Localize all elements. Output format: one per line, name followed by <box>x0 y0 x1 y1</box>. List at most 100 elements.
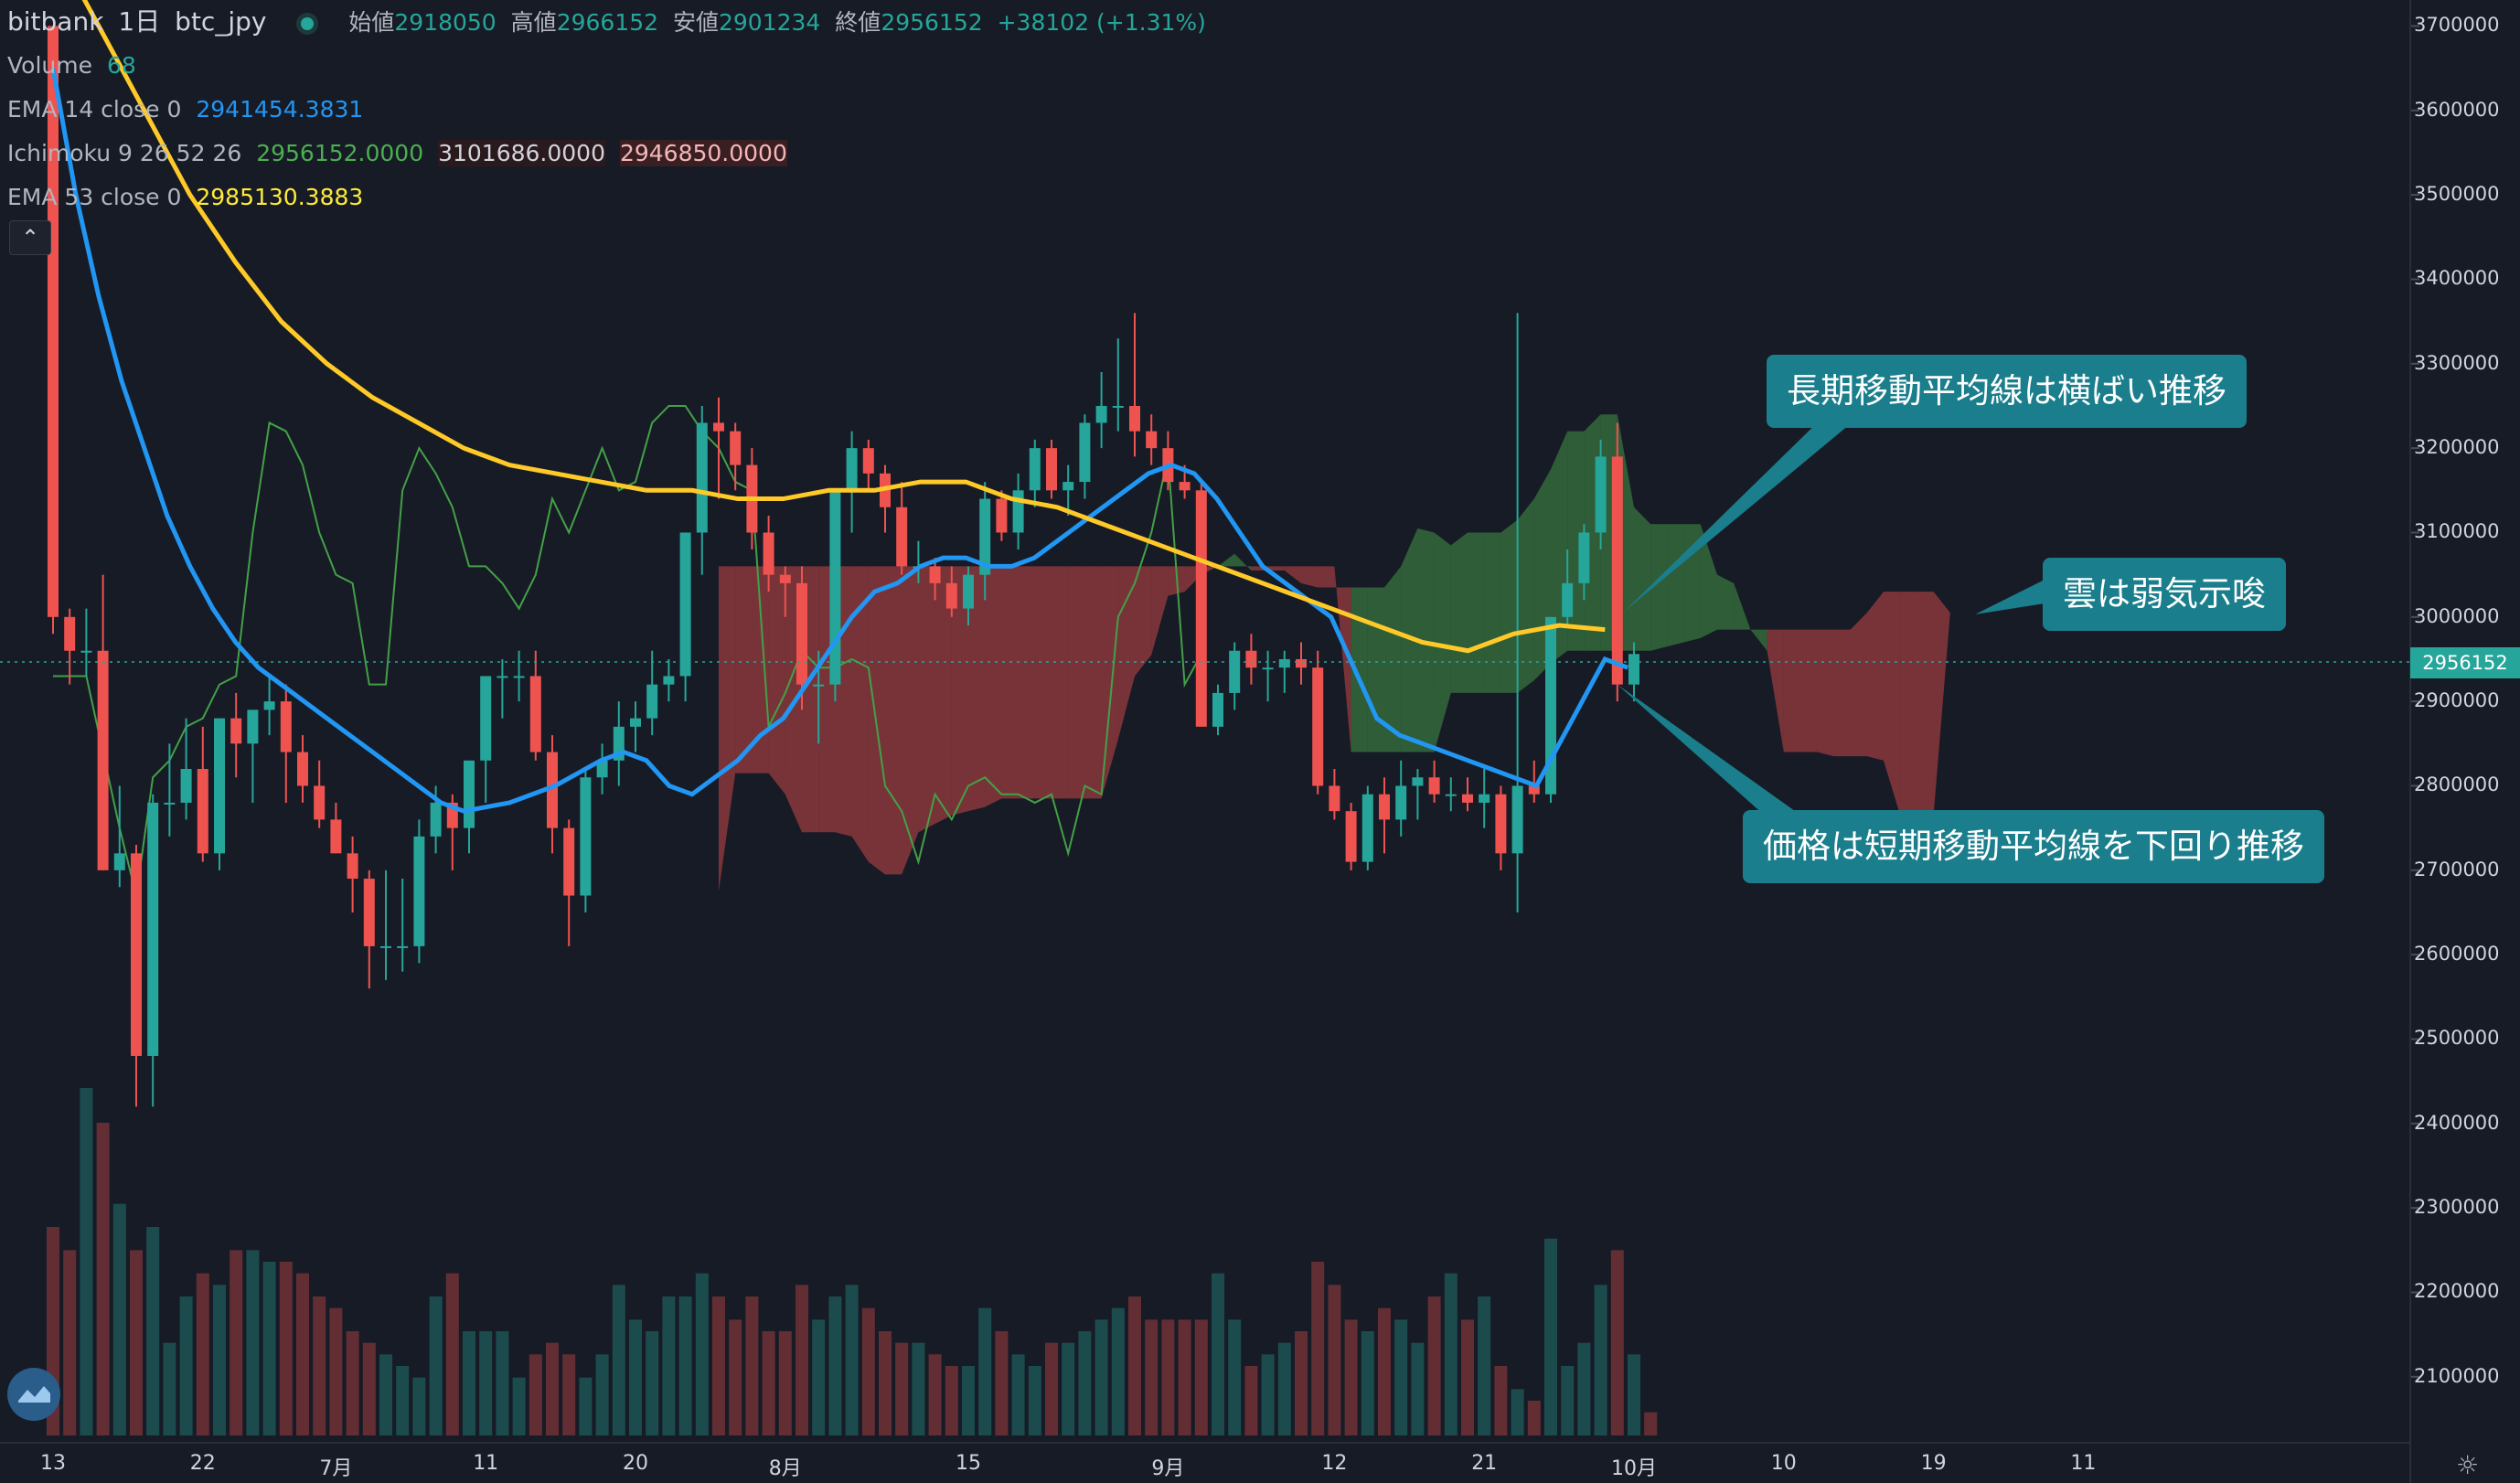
price-scale-label: 2700000 <box>2414 858 2500 880</box>
legend-volume[interactable]: Volume 68 <box>7 44 1213 88</box>
callout-cloud: 雲は弱気示唆 <box>2043 558 2286 631</box>
volume-bar <box>729 1319 742 1435</box>
volume-bar <box>778 1331 792 1435</box>
price-scale-label: 2600000 <box>2414 943 2500 966</box>
volume-bar <box>1478 1296 1491 1435</box>
ema14-line <box>50 68 1629 814</box>
candle-body <box>131 853 142 1056</box>
close-label: 終値 <box>835 9 881 36</box>
low-label: 安値 <box>672 9 719 36</box>
cloud-segment <box>1367 587 1384 752</box>
volume-bar <box>1427 1296 1441 1435</box>
volume-bar <box>1411 1342 1425 1435</box>
volume-bar <box>1361 1331 1374 1435</box>
price-scale-label: 3600000 <box>2414 98 2500 121</box>
cloud-segment <box>1650 524 1668 651</box>
close-value: 2956152 <box>881 9 983 36</box>
candle-body <box>1012 490 1024 533</box>
volume-bar <box>945 1366 958 1435</box>
candle-body <box>646 684 658 719</box>
volume-bar <box>1145 1319 1159 1435</box>
legend-ema14[interactable]: EMA 14 close 0 2941454.3831 <box>7 88 1213 132</box>
price-scale-label: 3500000 <box>2414 183 2500 206</box>
candle-body <box>180 769 192 803</box>
volume-bar <box>1311 1262 1325 1435</box>
cloud-segment <box>1933 592 1950 816</box>
cloud-segment <box>1034 566 1052 799</box>
candle-body <box>1578 532 1590 583</box>
cloud-segment <box>1234 553 1252 571</box>
cloud-segment <box>951 566 968 816</box>
volume-bar <box>1561 1366 1575 1435</box>
volume-bar <box>246 1250 260 1435</box>
callout-long-ma: 長期移動平均線は横ばい推移 <box>1767 355 2247 428</box>
cloud-segment <box>1018 566 1035 799</box>
volume-bar <box>196 1273 209 1435</box>
legend-ema53[interactable]: EMA 53 close 0 2985130.3883 <box>7 176 1213 219</box>
volume-bar <box>745 1296 759 1435</box>
time-axis-label: 11 <box>2070 1452 2097 1475</box>
cloud-segment <box>1833 629 1851 757</box>
candle-body <box>846 448 858 491</box>
cloud-segment <box>1717 574 1735 630</box>
time-axis-label: 10 <box>1770 1452 1797 1475</box>
volume-bar <box>112 1203 126 1435</box>
candle-body <box>1379 794 1390 820</box>
volume-bar <box>346 1331 359 1435</box>
cloud-segment <box>1500 519 1518 693</box>
candle-body <box>763 532 774 575</box>
volume-bar <box>379 1354 392 1435</box>
volume-bar <box>629 1319 642 1435</box>
volume-bar <box>562 1354 576 1435</box>
cloud-segment <box>902 566 919 875</box>
candle-body <box>1312 667 1324 786</box>
candle-body <box>97 650 109 870</box>
candle-body <box>214 718 225 854</box>
volume-bar <box>1244 1366 1258 1435</box>
candle-body <box>1595 456 1607 533</box>
candle-body <box>230 718 242 744</box>
volume-bar <box>296 1273 309 1435</box>
candle-body <box>1229 650 1241 693</box>
candle-body <box>80 650 92 653</box>
cloud-segment <box>1450 532 1468 693</box>
low-value: 2901234 <box>719 9 821 36</box>
cloud-segment <box>1783 629 1800 752</box>
volume-bar <box>496 1331 509 1435</box>
symbol-name[interactable]: btc_jpy <box>175 6 267 37</box>
volume-bar <box>1028 1366 1041 1435</box>
price-scale-label: 3000000 <box>2414 604 2500 627</box>
volume-bar <box>1544 1238 1557 1435</box>
callout-cloud-pointer <box>1975 580 2045 614</box>
volume-bar <box>130 1250 143 1435</box>
time-axis-label: 7月 <box>319 1457 353 1480</box>
volume-bar <box>1527 1401 1541 1435</box>
ichimoku-v2: 3101686.0000 <box>438 140 605 166</box>
volume-bar <box>463 1331 475 1435</box>
cloud-segment <box>1267 566 1285 571</box>
interval[interactable]: 1日 <box>118 6 161 37</box>
time-axis-label: 12 <box>1321 1452 1348 1475</box>
volume-bar <box>1228 1319 1242 1435</box>
settings-icon[interactable]: ☼ <box>2456 1450 2480 1480</box>
volume-bar <box>80 1088 93 1435</box>
candle-body <box>713 422 724 432</box>
tradingview-logo-icon[interactable] <box>7 1368 60 1421</box>
candle-body <box>862 448 874 474</box>
volume-label: Volume <box>7 52 92 79</box>
collapse-legend-button[interactable]: ⌃ <box>9 220 51 255</box>
cloud-segment <box>1866 592 1884 761</box>
time-axis-label: 9月 <box>1151 1457 1185 1480</box>
cloud-segment <box>735 566 753 774</box>
candle-body <box>1079 422 1091 483</box>
candle-body <box>963 574 974 609</box>
candle-body <box>1395 785 1407 820</box>
candle-body <box>1462 794 1473 803</box>
exchange-name[interactable]: bitbank <box>7 6 104 37</box>
open-label: 始値 <box>348 9 395 36</box>
volume-bar <box>546 1342 559 1435</box>
price-scale-label: 3100000 <box>2414 520 2500 543</box>
legend-ichimoku[interactable]: Ichimoku 9 26 52 26 2956152.0000 3101686… <box>7 132 1213 176</box>
high-label: 高値 <box>510 9 557 36</box>
